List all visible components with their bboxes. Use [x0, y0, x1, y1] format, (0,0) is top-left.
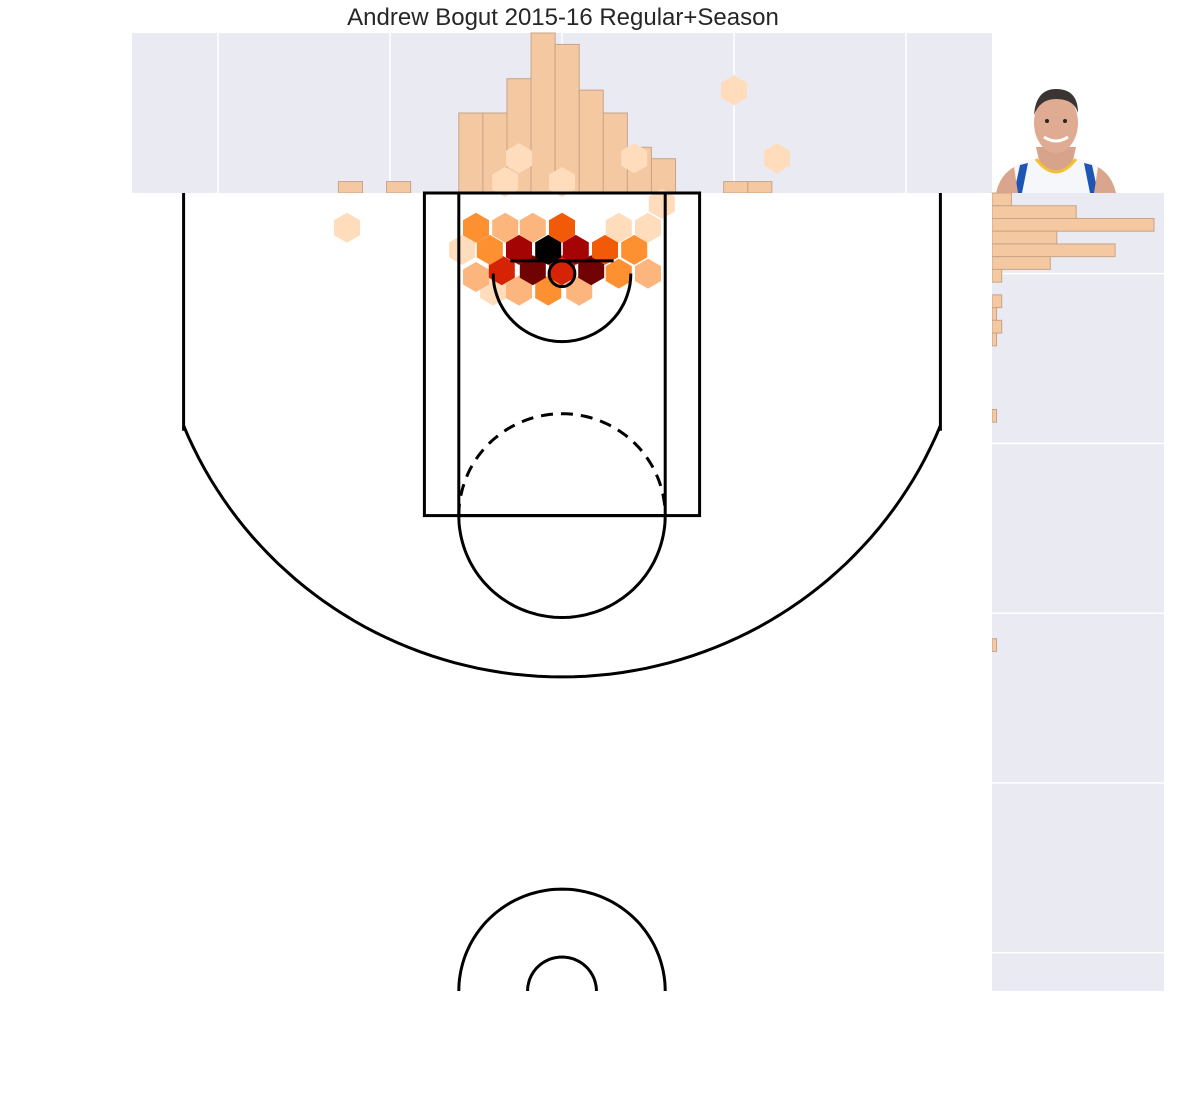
court-lines — [182, 191, 942, 992]
chart-title: Andrew Bogut 2015-16 Regular+Season — [347, 4, 779, 31]
hexbin-14 — [535, 234, 562, 265]
free-throw-arc-dashed — [457, 412, 667, 516]
hexbin-31 — [721, 75, 747, 106]
hexbin-12 — [476, 234, 503, 265]
hexbin-20 — [519, 212, 546, 243]
hexbin-4 — [463, 262, 489, 292]
hexbin-25 — [492, 167, 519, 197]
hexbin-26 — [549, 167, 575, 197]
neck — [1036, 147, 1076, 173]
x-hist-bar-8 — [530, 32, 556, 194]
eye-right — [1063, 119, 1067, 123]
x-hist-bar-5 — [458, 112, 484, 194]
x-hist-bar-16 — [723, 181, 749, 194]
hexbin-29 — [764, 143, 790, 174]
hexbin-16 — [592, 234, 618, 265]
player-photo — [996, 89, 1116, 193]
center-circle-inner — [526, 955, 598, 991]
center-circle-outer — [457, 887, 667, 992]
jersey-trim-right — [1084, 163, 1098, 193]
hexbin-11 — [449, 234, 476, 265]
hexbin-15 — [562, 234, 589, 265]
y-hist-bar-8 — [991, 307, 998, 321]
y-hist-bar-2 — [991, 217, 1155, 232]
x-marginal-histogram — [132, 32, 992, 194]
hexbin-13 — [506, 234, 532, 265]
hexbin-8 — [578, 255, 605, 286]
y-hist-bar-12 — [991, 638, 998, 652]
hexbin-layer — [334, 75, 790, 306]
hexbin-1 — [506, 275, 532, 306]
hexbin-24 — [648, 189, 675, 219]
y-hist-bar-10 — [991, 332, 998, 347]
x-hist-bars — [337, 32, 773, 194]
three-point-arc — [182, 425, 942, 679]
hair — [1034, 89, 1078, 115]
court-panel — [132, 75, 992, 992]
smile — [1043, 135, 1069, 143]
restricted-area — [491, 273, 633, 344]
x-hist-bar-10 — [578, 89, 604, 194]
hexbin-21 — [549, 212, 575, 243]
hexbin-27 — [506, 143, 532, 174]
jersey-collar — [1034, 158, 1078, 174]
y-hist-bar-3 — [991, 230, 1058, 245]
hexbin-22 — [605, 212, 632, 243]
free-throw-arc-solid — [457, 515, 667, 620]
x-hist-bar-2 — [386, 181, 412, 194]
x-hist-bar-9 — [554, 43, 580, 194]
eye-left — [1045, 119, 1049, 123]
hexbin-5 — [488, 255, 515, 286]
y-hist-bar-4 — [991, 243, 1116, 258]
hexbin-19 — [492, 212, 519, 243]
inner-paint — [457, 191, 667, 518]
hexbin-23 — [635, 212, 661, 243]
hexbin-6 — [519, 255, 546, 286]
y-hist-bar-7 — [991, 294, 1003, 309]
arm-left — [996, 167, 1018, 193]
hexbin-9 — [605, 258, 632, 289]
y-hist-bar-9 — [991, 319, 1003, 334]
hexbin-18 — [463, 212, 489, 243]
hexbin-10 — [635, 258, 661, 289]
y-hist-bar-6 — [991, 268, 1003, 283]
y-hist-bar-0 — [991, 192, 1012, 207]
y-hist-bars — [991, 192, 1155, 652]
court-background — [132, 193, 992, 991]
hexbin-28 — [621, 143, 648, 174]
y-hist-bar-5 — [991, 256, 1051, 270]
y-hist-panel — [992, 193, 1164, 991]
arm-right — [1094, 167, 1116, 193]
y-hist-bar-11 — [991, 408, 998, 423]
hexbin-17 — [621, 234, 648, 265]
x-hist-bar-13 — [650, 158, 677, 194]
y-hist-bar-1 — [991, 205, 1077, 219]
x-hist-bar-0 — [337, 181, 363, 194]
y-hist-gridlines — [992, 272, 1164, 954]
hexbin-30 — [334, 212, 360, 243]
jersey-trim-left — [1014, 163, 1028, 193]
x-hist-bar-17 — [747, 181, 773, 194]
y-marginal-histogram — [991, 192, 1164, 991]
